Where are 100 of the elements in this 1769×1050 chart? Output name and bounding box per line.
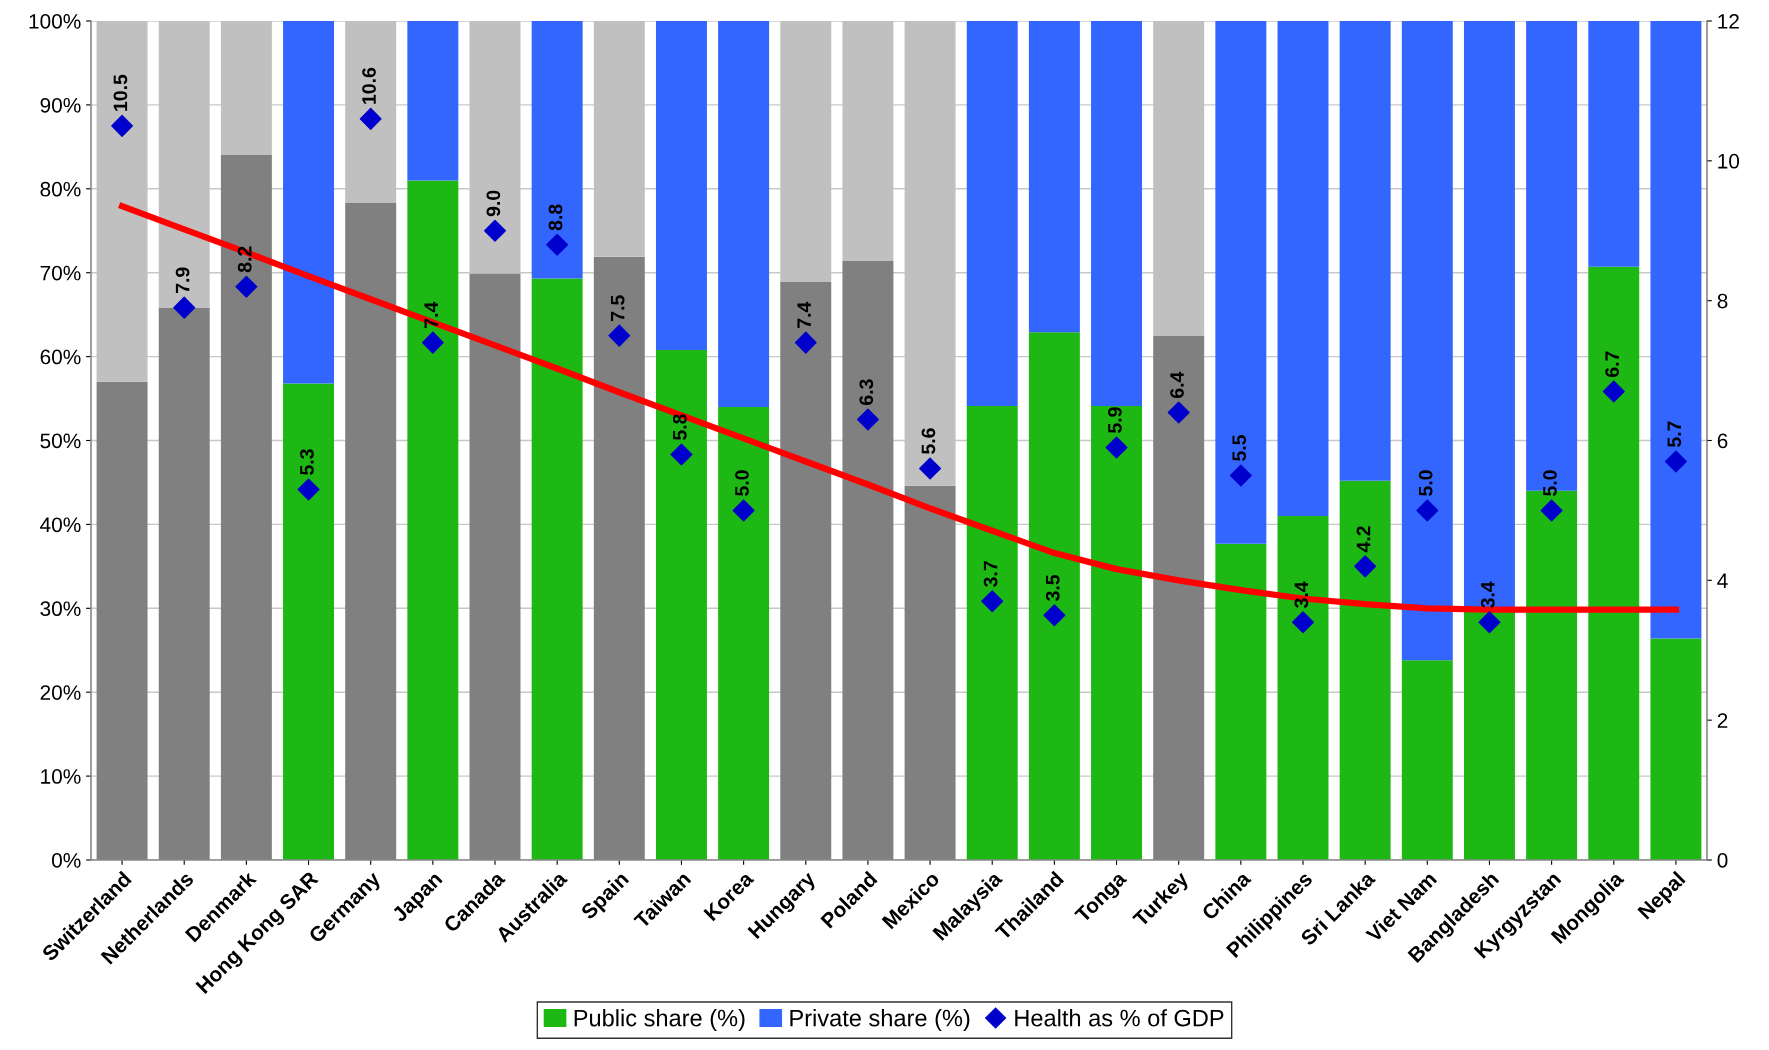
data-label: 9.0 — [486, 190, 501, 217]
data-label: 8.2 — [237, 246, 252, 273]
bar — [531, 21, 583, 279]
y-tick-label: 70% — [40, 265, 81, 281]
bar — [1588, 21, 1640, 267]
y-tick-label: 50% — [40, 433, 81, 449]
bar — [407, 21, 459, 181]
bar — [1339, 480, 1391, 860]
point — [608, 324, 631, 347]
y2-tick-label: 2 — [1717, 713, 1728, 728]
bar — [1091, 21, 1143, 407]
bar — [655, 349, 707, 860]
y-tick-label: 100% — [29, 14, 81, 29]
point — [1602, 380, 1625, 403]
point — [484, 219, 506, 242]
bar — [1463, 610, 1515, 860]
data-label: 5.9 — [1107, 407, 1122, 433]
bar — [1215, 21, 1267, 544]
legend-label: Health as % of GDP — [1015, 1009, 1224, 1027]
data-label: 7.4 — [424, 301, 438, 328]
point — [546, 233, 569, 256]
bar — [283, 383, 335, 860]
bar — [1091, 406, 1143, 860]
point — [1540, 499, 1563, 522]
point — [111, 114, 134, 137]
data-label: 7.5 — [610, 295, 625, 321]
bar — [966, 21, 1018, 407]
data-label: 8.8 — [548, 204, 563, 231]
point — [732, 499, 755, 522]
y2-tick-label: 8 — [1717, 293, 1728, 309]
point — [1354, 555, 1377, 578]
bar — [1028, 21, 1080, 333]
y2-tick-label: 10 — [1718, 153, 1740, 169]
bar — [531, 278, 583, 860]
data-label: 5.0 — [1543, 470, 1557, 496]
data-label: 7.9 — [175, 267, 190, 293]
y-tick-label: 0% — [51, 853, 81, 868]
y-tick-label: 20% — [40, 685, 81, 700]
point — [235, 275, 258, 298]
data-label: 5.0 — [1418, 470, 1433, 496]
y-tick-label: 40% — [40, 517, 81, 533]
y2-tick-label: 12 — [1718, 14, 1739, 29]
data-label: 5.6 — [921, 428, 936, 454]
y2-tick-label: 4 — [1717, 573, 1728, 588]
data-label: 6.4 — [1170, 371, 1184, 398]
data-label: 3.4 — [1480, 581, 1495, 608]
bar — [1650, 21, 1702, 639]
bar — [1401, 660, 1453, 860]
bar — [655, 21, 707, 350]
bar — [1401, 21, 1453, 661]
point — [919, 457, 942, 480]
bar — [1650, 638, 1702, 860]
point — [1416, 499, 1439, 522]
point — [1292, 611, 1314, 634]
data-label: 10.5 — [113, 74, 128, 111]
point — [1105, 436, 1128, 459]
bar — [1028, 332, 1080, 860]
y-tick-label: 30% — [40, 601, 81, 617]
bar — [966, 406, 1018, 860]
data-label: 5.0 — [735, 470, 749, 496]
y2-tick-label: 6 — [1717, 433, 1728, 449]
bar — [1588, 266, 1640, 860]
data-label: 6.7 — [1605, 351, 1619, 377]
data-label: 3.4 — [1294, 581, 1309, 608]
point — [856, 408, 879, 431]
data-label: 5.8 — [672, 414, 687, 440]
data-label: 7.4 — [797, 301, 811, 328]
point — [297, 478, 320, 501]
data-label: 4.2 — [1356, 526, 1371, 553]
y2-tick-label: 0 — [1717, 853, 1728, 868]
point — [173, 296, 196, 319]
legend-label: Private share (%) — [790, 1009, 970, 1032]
point — [1043, 604, 1066, 627]
data-label: 5.7 — [1667, 421, 1682, 447]
data-label: 3.5 — [1045, 574, 1060, 601]
data-label: 5.5 — [1232, 435, 1247, 461]
point — [1478, 611, 1501, 634]
data-label: 3.7 — [983, 561, 998, 587]
bar — [1339, 21, 1391, 481]
bar — [407, 180, 459, 860]
point — [981, 590, 1004, 613]
point — [670, 443, 693, 466]
point — [1229, 464, 1252, 487]
bar — [283, 21, 335, 384]
data-label: 5.3 — [299, 449, 314, 475]
bar — [1215, 543, 1267, 860]
point — [1664, 450, 1687, 473]
point — [421, 331, 444, 354]
point — [794, 331, 817, 354]
legend-label: Public share (%) — [574, 1009, 745, 1032]
bar — [718, 21, 770, 407]
bar — [718, 406, 770, 860]
y-tick-label: 90% — [40, 97, 81, 113]
bar — [1277, 516, 1329, 860]
data-label: 10.6 — [362, 67, 376, 104]
data-label: 6.3 — [859, 379, 874, 405]
y-tick-label: 60% — [40, 349, 81, 365]
bar — [1277, 21, 1329, 517]
point — [359, 107, 382, 130]
point — [1167, 401, 1190, 424]
